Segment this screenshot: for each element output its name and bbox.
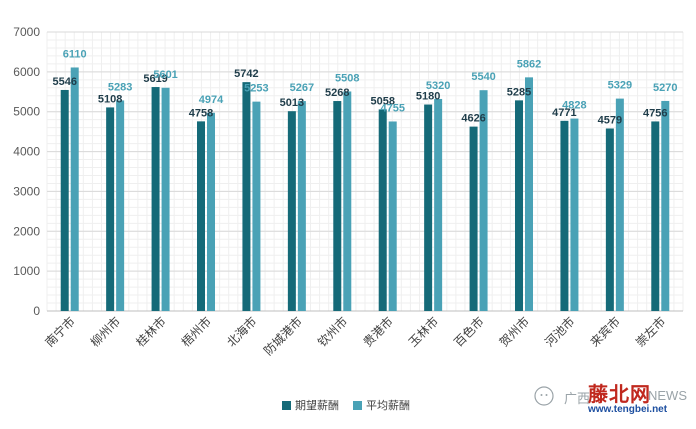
category-label: 防城港市 [260, 314, 305, 359]
bar-average [434, 98, 443, 312]
category-label: 桂林市 [133, 314, 169, 350]
bar-expected [560, 120, 569, 311]
bar-expected [287, 111, 296, 312]
category-label: 玉林市 [405, 314, 441, 350]
data-label: 5283 [108, 81, 132, 93]
bar-expected [424, 104, 433, 311]
data-label: 5540 [471, 71, 495, 83]
data-label: 5546 [52, 76, 76, 88]
data-label: 4771 [552, 107, 576, 119]
bar-expected [333, 101, 342, 312]
data-label: 5601 [153, 69, 177, 81]
data-label: 5253 [244, 83, 268, 95]
bar-average [525, 77, 533, 312]
bar-expected [605, 128, 614, 311]
bar-average [70, 67, 79, 311]
y-tick-label: 5000 [13, 105, 40, 119]
legend-item-average: 平均薪酬 [353, 397, 410, 413]
bar-average [161, 87, 170, 312]
legend-label-average: 平均薪酬 [366, 400, 410, 412]
y-tick-label: 4000 [13, 145, 40, 159]
category-label: 贺州市 [496, 314, 532, 350]
watermark-news: NEWS [648, 388, 687, 403]
data-label: 5058 [370, 95, 394, 107]
bar-expected [378, 109, 387, 311]
data-label: 4756 [643, 107, 667, 119]
bar-average [661, 100, 670, 312]
data-label: 4758 [189, 107, 213, 119]
category-label: 南宁市 [42, 314, 78, 350]
watermark-brand: 藤北网 [588, 382, 651, 406]
legend: 期望薪酬 平均薪酬 [282, 397, 410, 413]
category-label: 贵港市 [360, 314, 396, 350]
y-tick-label: 1000 [13, 264, 40, 278]
bar-average [207, 112, 215, 311]
data-label: 5742 [234, 68, 258, 80]
category-label: 钦州市 [314, 314, 350, 350]
category-label: 梧州市 [178, 314, 214, 350]
watermark-prefix: 广西 [564, 391, 591, 406]
data-label: 5320 [426, 80, 450, 92]
category-label: 北海市 [223, 314, 259, 350]
bar-expected [60, 89, 69, 311]
legend-item-expected: 期望薪酬 [282, 397, 339, 413]
data-label: 5013 [280, 97, 304, 109]
data-label: 5267 [290, 82, 314, 94]
bar-average [252, 101, 261, 311]
data-label: 4828 [562, 100, 586, 112]
bar-expected [106, 107, 115, 311]
y-axis-ticks: 0 1000 2000 3000 4000 5000 6000 7000 [13, 25, 40, 318]
data-label: 5270 [653, 82, 677, 94]
legend-label-expected: 期望薪酬 [295, 400, 339, 412]
data-label: 4974 [199, 94, 224, 106]
bar-average [116, 100, 125, 311]
bar-expected [197, 121, 205, 311]
data-label: 5862 [517, 58, 541, 70]
watermark: 广西 藤北网 NEWS www.tengbei.net [528, 376, 688, 420]
data-label: 5108 [98, 93, 122, 105]
bar-expected [151, 87, 160, 311]
watermark-url: www.tengbei.net [588, 404, 668, 415]
x-axis-categories: 南宁市 柳州市 桂林市 梧州市 北海市 防城港市 钦州市 贵港市 玉林市 百色市 贺州市 河池市 来宾市… [42, 314, 669, 359]
category-label: 来宾市 [587, 314, 623, 350]
bar-expected [651, 121, 660, 312]
legend-swatch-average [353, 400, 362, 410]
y-tick-label: 6000 [13, 65, 40, 79]
category-label: 百色市 [451, 314, 487, 350]
data-label: 5619 [143, 73, 167, 85]
bar-average [479, 90, 488, 311]
wechat-icon [534, 386, 554, 406]
legend-swatch-expected [282, 400, 291, 410]
bar-average [388, 121, 397, 312]
data-label: 5329 [608, 80, 632, 92]
data-label: 4626 [461, 113, 485, 125]
data-label: 4755 [380, 102, 404, 114]
y-tick-label: 0 [33, 304, 40, 318]
category-label: 崇左市 [632, 314, 668, 350]
bar-expected [242, 82, 251, 311]
bar-average [570, 118, 579, 311]
bar-average [297, 101, 306, 312]
bar-expected [515, 100, 523, 311]
data-label: 4579 [598, 114, 622, 126]
data-label: 6110 [63, 48, 87, 60]
data-label: 5285 [507, 86, 531, 98]
y-tick-label: 3000 [13, 184, 40, 198]
data-label: 5508 [335, 72, 359, 84]
y-tick-label: 2000 [13, 224, 40, 238]
bar-average [343, 91, 352, 311]
category-label: 河池市 [541, 314, 577, 350]
category-label: 柳州市 [87, 314, 123, 350]
bar-average [615, 98, 624, 311]
data-label: 5180 [416, 91, 440, 103]
bar-expected [469, 126, 478, 312]
bars [60, 67, 670, 312]
y-tick-label: 7000 [13, 25, 40, 39]
data-label: 5268 [325, 87, 349, 99]
